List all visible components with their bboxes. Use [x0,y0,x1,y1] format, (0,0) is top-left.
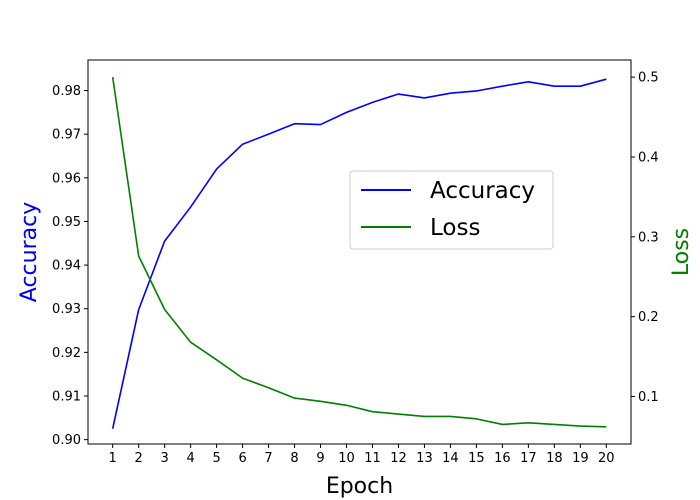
right-y-axis-title: Loss [669,228,694,276]
plot-lines [111,77,607,429]
right-y-tick-label: 0.4 [638,150,659,165]
left-y-tick-label: 0.96 [52,171,81,186]
series-line-loss [111,77,607,428]
x-axis-ticks: 1 2 3 4 5 6 7 8 9 10 11 12 13 14 15 16 17 18 19 20 [109,444,615,466]
x-tick-label: 1 [109,451,117,466]
left-y-tick-label: 0.91 [52,390,81,405]
x-tick-label: 16 [494,451,511,466]
x-tick-label: 5 [212,451,220,466]
x-tick-label: 14 [442,451,459,466]
x-tick-label: 8 [290,451,298,466]
x-tick-label: 7 [264,451,272,466]
x-tick-label: 3 [161,451,169,466]
x-axis-title: Epoch [326,474,393,499]
legend-label-accuracy: Accuracy [430,178,535,204]
series-line-accuracy [111,78,607,429]
x-tick-label: 12 [390,451,407,466]
right-y-axis-ticks: 0.1 0.2 0.3 0.4 0.5 [631,71,659,405]
left-y-axis-ticks: 0.90 0.91 0.92 0.93 0.94 0.95 0.96 0.97 0.98 [52,84,88,448]
left-y-tick-label: 0.94 [52,259,81,274]
x-tick-label: 6 [238,451,246,466]
left-y-tick-label: 0.98 [52,84,81,99]
x-tick-label: 18 [546,451,563,466]
left-y-tick-label: 0.93 [52,302,81,317]
right-y-tick-label: 0.3 [638,230,659,245]
legend: Accuracy Loss [349,170,554,250]
x-tick-label: 9 [316,451,324,466]
right-y-tick-label: 0.1 [638,390,659,405]
x-tick-label: 15 [468,451,485,466]
x-tick-label: 17 [520,451,537,466]
x-tick-label: 13 [416,451,433,466]
left-y-axis-title: Accuracy [17,202,42,302]
x-tick-label: 2 [135,451,143,466]
x-tick-label: 4 [186,451,194,466]
x-tick-label: 19 [572,451,589,466]
plot-frame [87,59,632,445]
left-y-tick-label: 0.92 [52,346,81,361]
right-y-tick-label: 0.2 [638,310,659,325]
legend-label-loss: Loss [430,215,480,241]
left-y-tick-label: 0.95 [52,215,81,230]
x-tick-label: 11 [364,451,381,466]
x-tick-label: 20 [598,451,615,466]
right-y-tick-label: 0.5 [638,71,659,86]
left-y-tick-label: 0.97 [52,128,81,143]
left-y-tick-label: 0.90 [52,433,81,448]
x-tick-label: 10 [338,451,355,466]
